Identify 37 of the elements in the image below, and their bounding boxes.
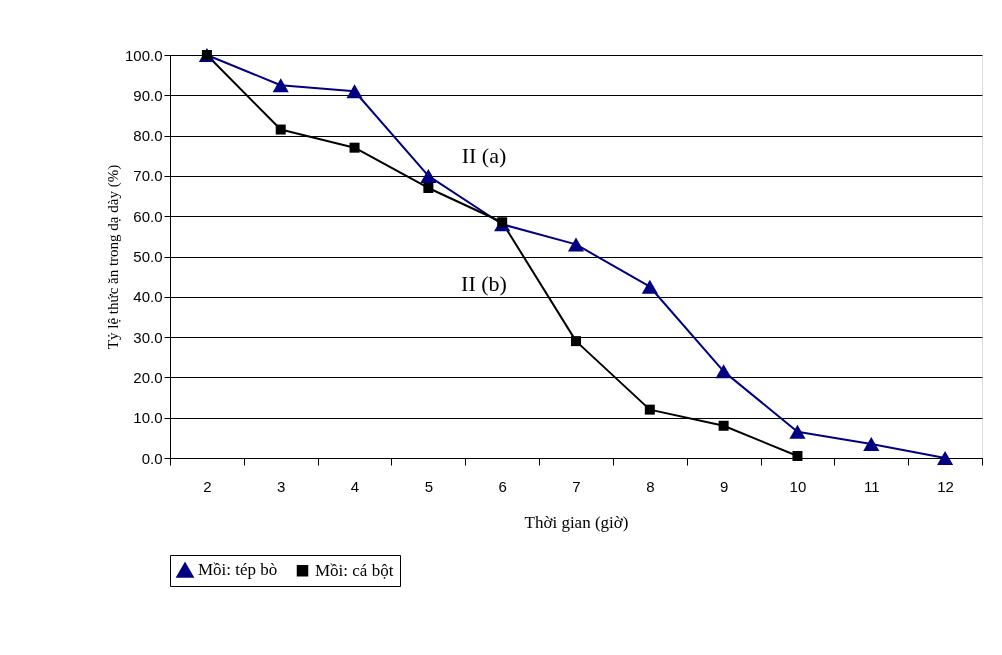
point xyxy=(641,279,658,294)
y-tick-label: 60.0 xyxy=(133,207,163,225)
x-tick-label: 12 xyxy=(937,477,954,495)
y-tick-label: 20.0 xyxy=(133,368,163,386)
annotation: II (a) xyxy=(461,143,507,168)
x-tick-label: 9 xyxy=(719,477,729,495)
point xyxy=(715,364,732,379)
x-tick-label: 10 xyxy=(789,477,807,495)
point xyxy=(272,78,289,93)
y-tick-label: 30.0 xyxy=(133,328,163,346)
y-tick-label: 100.0 xyxy=(124,46,163,64)
point xyxy=(420,168,437,183)
point xyxy=(937,451,954,465)
point xyxy=(346,84,363,99)
y-tick-label: 90.0 xyxy=(133,86,163,104)
point xyxy=(789,424,806,439)
y-axis-title: Tỷ lệ thức ăn trong dạ dày (%) xyxy=(104,164,122,350)
x-tick-label: 4 xyxy=(350,477,360,495)
x-axis-title: Thời gian (giờ) xyxy=(524,512,629,532)
y-tick-label: 80.0 xyxy=(133,127,163,145)
x-tick-label: 6 xyxy=(498,477,507,495)
y-tick-label: 10.0 xyxy=(133,409,163,427)
y-tick-label: 50.0 xyxy=(133,248,163,265)
legend-label: Mồi: cá bột xyxy=(315,560,394,580)
x-tick-label: 5 xyxy=(424,477,434,495)
point xyxy=(863,436,880,451)
y-tick-label: 0.0 xyxy=(141,449,163,467)
y-tick-label: 70.0 xyxy=(133,167,163,185)
x-tick-label: 3 xyxy=(277,477,286,495)
x-tick-label: 8 xyxy=(646,477,655,495)
point xyxy=(567,237,585,252)
annotation: II (b) xyxy=(461,271,507,296)
legend-label: Mồi: tép bò xyxy=(198,560,278,580)
x-tick-label: 7 xyxy=(572,477,581,495)
y-tick-label: 40.0 xyxy=(133,288,163,306)
x-tick-label: 11 xyxy=(863,477,880,495)
x-tick-label: 2 xyxy=(203,477,212,495)
